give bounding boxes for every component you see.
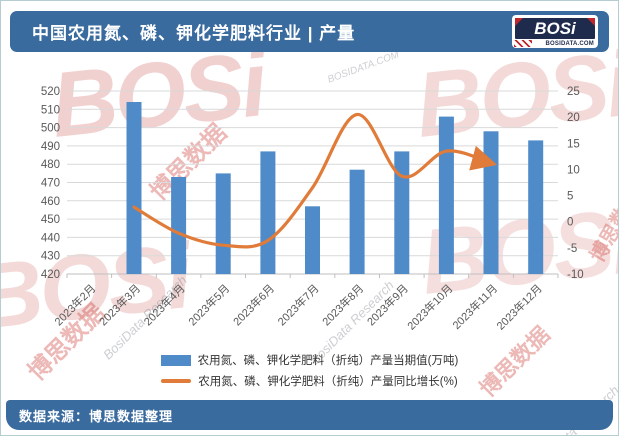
bar <box>349 169 365 274</box>
bar <box>305 206 320 274</box>
bar <box>528 140 544 274</box>
legend-label: 农用氮、磷、钾化学肥料（折纯）产量同比增长(%) <box>198 376 458 388</box>
svg-text:450: 450 <box>41 214 60 226</box>
svg-text:2023年6月: 2023年6月 <box>230 281 277 328</box>
bar <box>171 177 187 274</box>
left-axis-labels: 420 430 440 450 460 470 480 490 500 510 520 <box>41 86 60 281</box>
svg-text:2023年5月: 2023年5月 <box>185 281 232 328</box>
bosi-logo: BOSi BOSIDATA.COM <box>512 15 598 48</box>
legend-line-swatch-icon <box>161 379 192 383</box>
logo-stripes-icon <box>514 40 532 47</box>
svg-text:25: 25 <box>567 86 580 98</box>
chart-legend: 农用氮、磷、钾化学肥料（折纯）产量当期值(万吨) 农用氮、磷、钾化学肥料（折纯）产… <box>1 352 618 389</box>
svg-text:5: 5 <box>567 191 573 203</box>
svg-text:420: 420 <box>41 269 60 281</box>
svg-text:480: 480 <box>41 159 60 171</box>
gridlines <box>67 90 558 275</box>
legend-item-line: 农用氮、磷、钾化学肥料（折纯）产量同比增长(%) <box>161 373 458 389</box>
bar-series <box>126 102 544 275</box>
svg-text:-10: -10 <box>567 269 584 281</box>
combo-chart: 420430440450460470480490500510520-10-505… <box>41 86 584 333</box>
svg-text:2023年2月: 2023年2月 <box>51 281 98 328</box>
svg-text:520: 520 <box>41 86 60 98</box>
bar <box>483 131 499 274</box>
svg-text:20: 20 <box>567 112 580 124</box>
svg-text:460: 460 <box>41 196 60 208</box>
svg-text:10: 10 <box>567 164 580 176</box>
svg-text:2023年10月: 2023年10月 <box>404 281 455 332</box>
svg-text:440: 440 <box>41 232 60 244</box>
line-series <box>132 112 498 249</box>
yoy-growth-line <box>132 112 498 249</box>
svg-text:2023年3月: 2023年3月 <box>96 281 143 328</box>
data-source-label: 数据来源：博思数据整理 <box>19 408 174 424</box>
svg-text:2023年7月: 2023年7月 <box>275 281 322 328</box>
bar <box>394 151 410 274</box>
logo-triangle-icon <box>587 18 595 26</box>
bar <box>126 102 142 274</box>
logo-triangle-icon <box>515 18 523 26</box>
bosi-logo-text: BOSi <box>515 18 595 39</box>
svg-text:2023年8月: 2023年8月 <box>319 281 366 328</box>
svg-text:2023年12月: 2023年12月 <box>493 281 544 332</box>
svg-text:2023年11月: 2023年11月 <box>449 281 500 332</box>
footer-bar: 数据来源：博思数据整理 <box>6 400 613 430</box>
svg-text:0: 0 <box>567 217 573 229</box>
bar <box>438 116 454 274</box>
svg-text:15: 15 <box>567 138 580 150</box>
svg-text:2023年4月: 2023年4月 <box>141 281 188 328</box>
svg-text:500: 500 <box>41 123 60 135</box>
svg-text:490: 490 <box>41 141 60 153</box>
bar <box>215 173 231 275</box>
legend-bar-swatch-icon <box>160 354 191 366</box>
legend-label: 农用氮、磷、钾化学肥料（折纯）产量当期值(万吨) <box>197 355 459 367</box>
svg-text:430: 430 <box>41 251 60 263</box>
page-title: 中国农用氮、磷、钾化学肥料行业 | 产量 <box>32 24 356 43</box>
bar <box>260 151 276 274</box>
legend-item-bar: 农用氮、磷、钾化学肥料（折纯）产量当期值(万吨) <box>160 352 459 368</box>
right-axis-labels: -10 -5 0 5 10 15 20 25 <box>567 86 584 281</box>
svg-text:470: 470 <box>41 178 60 190</box>
svg-text:510: 510 <box>41 104 60 116</box>
header-bar: 中国农用氮、磷、钾化学肥料行业 | 产量 BOSi BOSIDATA.COM <box>10 11 609 52</box>
svg-text:2023年9月: 2023年9月 <box>364 281 411 328</box>
bosi-logo-domain: BOSIDATA.COM <box>545 41 594 47</box>
x-axis-ticks <box>66 274 559 278</box>
svg-text:-5: -5 <box>567 243 577 255</box>
